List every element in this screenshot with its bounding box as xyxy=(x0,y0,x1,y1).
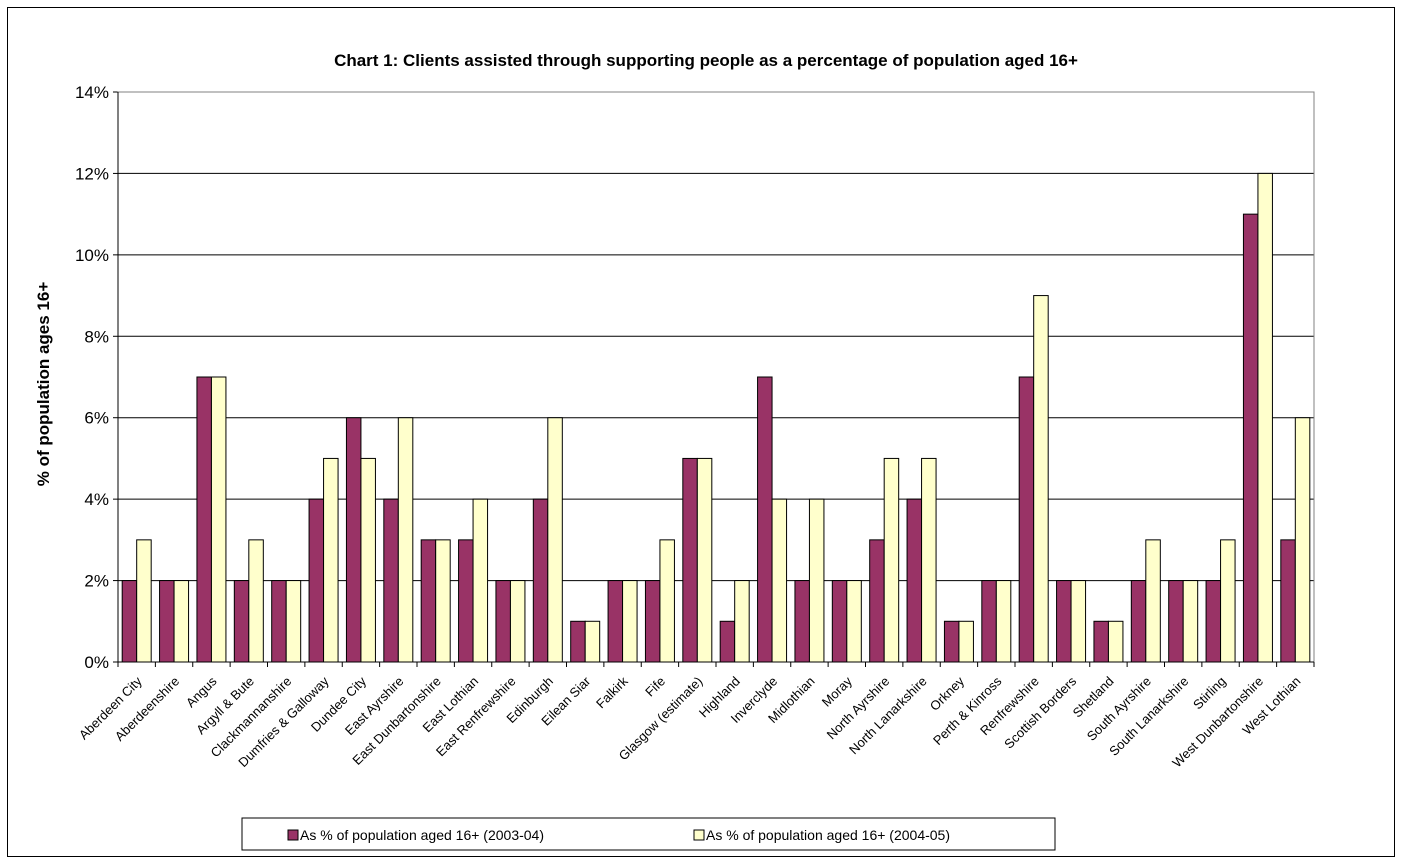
x-tick-label: Fife xyxy=(642,674,668,700)
bar-2003-04 xyxy=(644,580,661,663)
legend-swatch-2004-05 xyxy=(693,829,705,841)
bar-2003-04 xyxy=(794,580,810,663)
bar-2004-05 xyxy=(734,580,750,663)
bar-2003-04 xyxy=(532,498,549,663)
bar-2003-04 xyxy=(308,498,325,663)
bar-2004-05 xyxy=(995,580,1012,663)
bar-2004-05 xyxy=(285,580,302,663)
bar-2004-05 xyxy=(435,539,451,663)
bar-2004-05 xyxy=(696,457,713,663)
bar-2004-05 xyxy=(584,620,601,663)
bar-2003-04 xyxy=(121,580,138,663)
bar-2003-04 xyxy=(757,376,773,663)
x-tick-label: Aberdeen City xyxy=(76,673,145,742)
bar-2003-04 xyxy=(1130,580,1147,663)
bar-2003-04 xyxy=(607,580,624,663)
bar-2004-05 xyxy=(248,539,264,663)
bar-2004-05 xyxy=(883,457,900,663)
bar-2003-04 xyxy=(1280,539,1296,663)
y-tick-label: 4% xyxy=(84,490,109,509)
bar-2004-05 xyxy=(1182,580,1199,663)
bar-2003-04 xyxy=(196,376,212,663)
y-tick-label: 0% xyxy=(84,653,109,672)
bar-2004-05 xyxy=(397,417,414,663)
bar-2004-05 xyxy=(323,457,339,663)
bar-2003-04 xyxy=(1056,580,1072,663)
bar-2003-04 xyxy=(570,620,586,663)
bar-2003-04 xyxy=(906,498,923,663)
bar-2003-04 xyxy=(943,620,960,663)
bar-2004-05 xyxy=(547,417,563,663)
bar-2004-05 xyxy=(622,580,638,663)
bar-2004-05 xyxy=(771,498,788,663)
bar-2003-04 xyxy=(458,539,474,663)
bar-2003-04 xyxy=(495,580,511,663)
chart-frame: Chart 1: Clients assisted through suppor… xyxy=(7,7,1395,857)
legend-label-2004-05: As % of population aged 16+ (2004-05) xyxy=(706,827,950,843)
bar-2003-04 xyxy=(869,539,885,663)
bar-2004-05 xyxy=(509,580,526,663)
y-axis-label: % of population ages 16+ xyxy=(34,282,53,487)
bar-2003-04 xyxy=(719,620,736,663)
plot-area: 0%2%4%6%8%10%12%14%Aberdeen CityAberdeen… xyxy=(75,83,1315,770)
bar-2003-04 xyxy=(271,580,287,663)
bar-2004-05 xyxy=(808,498,825,663)
bar-2004-05 xyxy=(136,539,152,663)
bar-2003-04 xyxy=(1168,580,1184,663)
bar-2004-05 xyxy=(921,457,937,663)
bar-2003-04 xyxy=(1242,213,1259,663)
bar-2003-04 xyxy=(682,457,698,663)
y-tick-label: 2% xyxy=(84,572,109,591)
bar-2004-05 xyxy=(1257,172,1273,663)
bar-2003-04 xyxy=(1093,620,1109,663)
bar-2003-04 xyxy=(1205,580,1222,663)
legend-swatch-2003-04 xyxy=(287,829,299,841)
chart-title: Chart 1: Clients assisted through suppor… xyxy=(334,51,1078,70)
legend-label-2003-04: As % of population aged 16+ (2003-04) xyxy=(300,827,544,843)
bar-2004-05 xyxy=(846,580,862,663)
y-tick-label: 6% xyxy=(84,409,109,428)
bar-2004-05 xyxy=(360,457,376,663)
bar-2004-05 xyxy=(1033,295,1049,663)
bar-2003-04 xyxy=(233,580,250,663)
y-tick-label: 12% xyxy=(75,164,109,183)
bar-2004-05 xyxy=(659,539,675,663)
bar-2003-04 xyxy=(981,580,997,663)
bar-2004-05 xyxy=(958,620,974,663)
bar-2004-05 xyxy=(210,376,227,663)
x-tick-label: Falkirk xyxy=(593,673,631,711)
bar-2004-05 xyxy=(1107,620,1124,663)
bar-2003-04 xyxy=(345,417,362,663)
bar-2004-05 xyxy=(1220,539,1236,663)
legend: As % of population aged 16+ (2003-04) As… xyxy=(241,817,1056,851)
bar-2004-05 xyxy=(1070,580,1087,663)
bar-2004-05 xyxy=(1294,417,1311,663)
bar-chart: Chart 1: Clients assisted through suppor… xyxy=(34,51,1315,851)
bar-2004-05 xyxy=(1145,539,1161,663)
bar-2003-04 xyxy=(831,580,848,663)
bar-2003-04 xyxy=(1018,376,1035,663)
y-tick-label: 14% xyxy=(75,83,109,102)
bar-2003-04 xyxy=(159,580,175,663)
bar-2004-05 xyxy=(173,580,190,663)
y-tick-label: 10% xyxy=(75,246,109,265)
y-tick-label: 8% xyxy=(84,327,109,346)
bar-2003-04 xyxy=(383,498,399,663)
legend-box xyxy=(241,817,1056,851)
bar-2003-04 xyxy=(420,539,437,663)
plot-border xyxy=(117,91,1315,663)
bar-2004-05 xyxy=(472,498,489,663)
